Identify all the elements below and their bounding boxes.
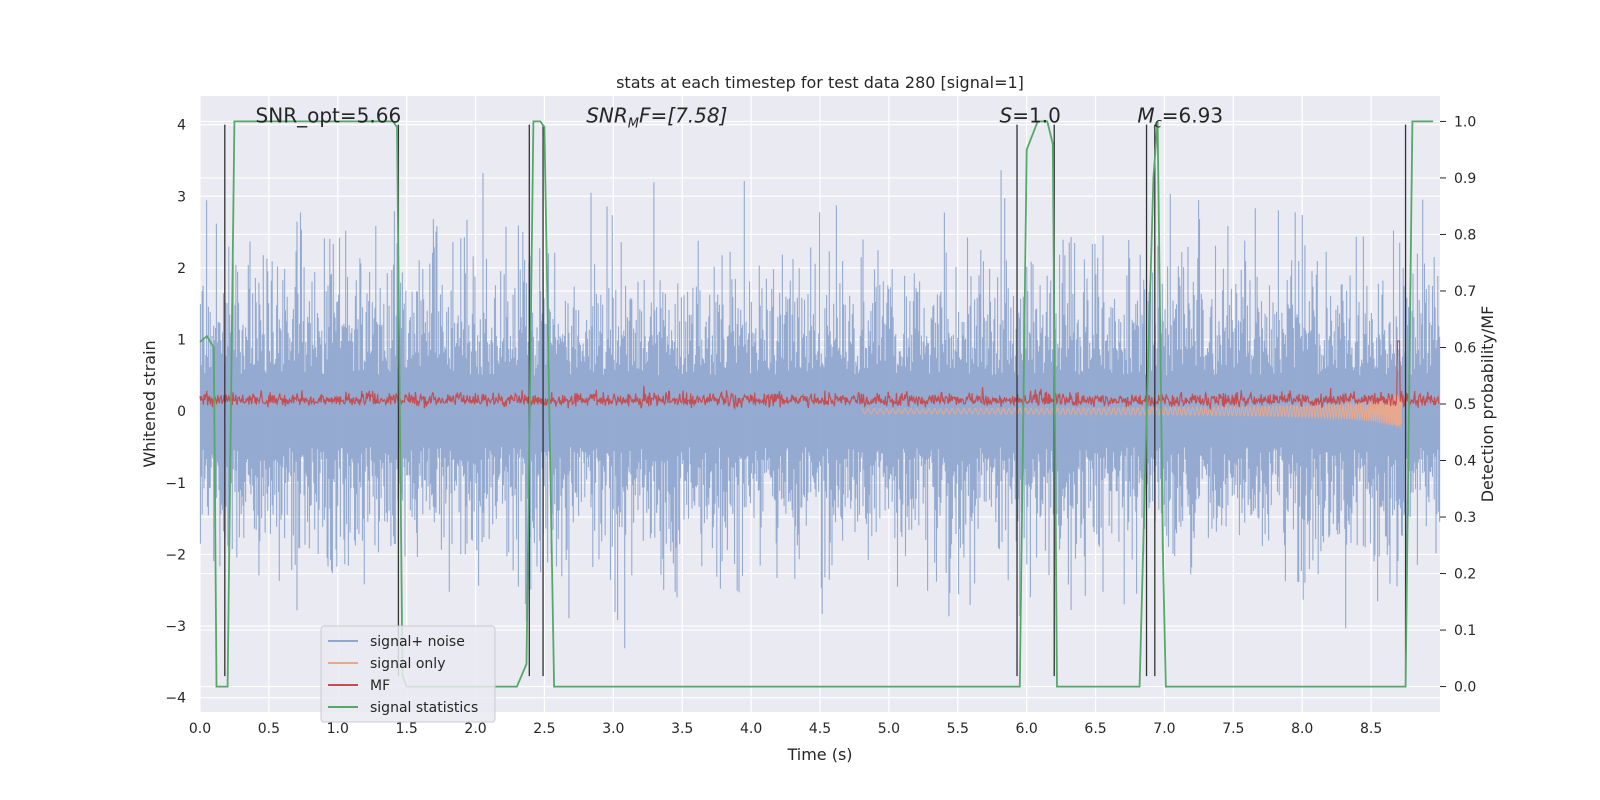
y-right-tick-label: 0.3 <box>1454 510 1476 526</box>
mf-trace <box>199 340 1440 411</box>
series-signal-only <box>861 393 1402 429</box>
x-tick-label: 2.0 <box>464 721 486 737</box>
signal-statistics-line <box>199 120 1434 688</box>
x-tick-label: 7.0 <box>1153 721 1175 737</box>
annotation-1: SNR_opt=5.66 <box>256 104 402 128</box>
x-tick-label: 4.0 <box>740 721 762 737</box>
y-left-tick-label: −3 <box>165 619 186 635</box>
legend-label: signal only <box>370 656 445 672</box>
series-mf <box>199 340 1440 411</box>
y-right-tick-label: 0.9 <box>1454 171 1476 187</box>
chart-title: stats at each timestep for test data 280… <box>616 73 1024 92</box>
y-left-tick-label: −2 <box>165 547 186 563</box>
signal-only-trace <box>861 393 1402 429</box>
x-tick-label: 0.0 <box>189 721 211 737</box>
peak-marker-lines <box>224 124 1407 677</box>
annotation-4: Mc=6.93 <box>1137 104 1223 132</box>
x-axis-label: Time (s) <box>786 745 852 764</box>
y-left-tick-label: 3 <box>177 189 186 205</box>
x-tick-label: 0.5 <box>258 721 280 737</box>
y-right-tick-label: 1.0 <box>1454 114 1476 130</box>
y-right-tick-labels: 0.0 0.1 0.2 0.3 0.4 0.5 0.6 0.7 0.8 0.9 1.0 <box>1440 114 1476 696</box>
y-left-tick-labels: −4 −3 −2 −1 0 1 2 3 4 <box>165 118 186 707</box>
y-axis-left-label: Whitened strain <box>140 340 159 467</box>
x-tick-labels: 0.0 0.5 1.0 1.5 2.0 2.5 3.0 3.5 4.0 4.5 5.0 5.5 6.0 6… <box>189 721 1382 737</box>
legend-box <box>320 625 496 723</box>
x-tick-label: 6.5 <box>1084 721 1106 737</box>
legend-label: signal+ noise <box>370 634 465 650</box>
x-tick-label: 6.0 <box>1016 721 1038 737</box>
y-left-tick-label: 2 <box>177 261 186 277</box>
y-left-tick-label: 4 <box>177 118 186 134</box>
series-signal-statistics <box>199 120 1434 688</box>
y-right-tick-label: 0.5 <box>1454 397 1476 413</box>
x-tick-label: 8.5 <box>1360 721 1382 737</box>
x-tick-label: 5.0 <box>878 721 900 737</box>
x-tick-label: 1.0 <box>327 721 349 737</box>
series-signal-noise <box>199 170 1441 649</box>
annotation-2: SNRMF=[7.58] <box>586 104 727 132</box>
x-tick-label: 3.0 <box>602 721 624 737</box>
annotations: SNR_opt=5.66 SNRMF=[7.58] S=1.0 Mc=6.93 <box>256 104 1223 132</box>
x-tick-label: 7.5 <box>1222 721 1244 737</box>
y-right-tick-label: 0.7 <box>1454 284 1476 300</box>
x-tick-label: 1.5 <box>396 721 418 737</box>
y-right-tick-label: 0.6 <box>1454 340 1476 356</box>
legend: signal+ noise signal only MF signal statist… <box>320 625 496 723</box>
legend-label: MF <box>370 678 390 694</box>
y-left-tick-label: 1 <box>177 333 186 349</box>
annotation-3: S=1.0 <box>1000 104 1061 128</box>
legend-label: signal statistics <box>370 700 478 716</box>
y-right-tick-label: 0.4 <box>1454 454 1476 470</box>
y-right-tick-label: 0.8 <box>1454 227 1476 243</box>
x-tick-label: 5.5 <box>947 721 969 737</box>
x-tick-label: 2.5 <box>533 721 555 737</box>
y-right-tick-label: 0.0 <box>1454 680 1476 696</box>
x-tick-label: 3.5 <box>671 721 693 737</box>
signal-noise-trace <box>199 170 1441 649</box>
y-right-tick-label: 0.1 <box>1454 623 1476 639</box>
x-tick-label: 4.5 <box>809 721 831 737</box>
y-left-tick-label: −4 <box>165 691 186 707</box>
y-right-tick-label: 0.2 <box>1454 567 1476 583</box>
y-left-tick-label: −1 <box>165 476 186 492</box>
y-left-tick-label: 0 <box>177 404 186 420</box>
x-tick-label: 8.0 <box>1291 721 1313 737</box>
y-axis-right-label: Detection probability/MF <box>1478 306 1497 503</box>
